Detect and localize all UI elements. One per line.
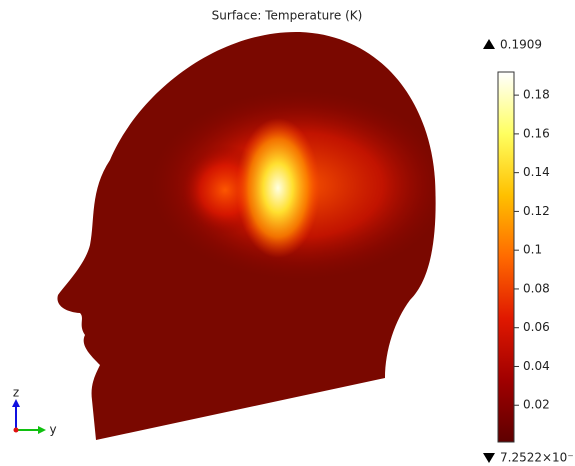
colorbar-tick-label: 0.18	[523, 88, 550, 102]
colorbar-max: 0.1909	[500, 38, 542, 52]
chart: Surface: Temperature (K) 0.1909 7.2522×1…	[0, 0, 575, 466]
colorbar-tick-label: 0.12	[523, 204, 550, 218]
max-marker	[483, 39, 495, 49]
axis-label-z: z	[13, 386, 19, 400]
min-marker	[483, 453, 495, 463]
colorbar	[498, 72, 514, 442]
axis-triad: z y	[12, 386, 57, 437]
colorbar-min: 7.2522×10⁻	[500, 451, 574, 465]
colorbar-tick-label: 0.16	[523, 126, 550, 140]
head-surface	[0, 0, 450, 466]
colorbar-tick-label: 0.02	[523, 398, 550, 412]
colorbar-tick-label: 0.08	[523, 281, 550, 295]
axis-label-y: y	[49, 423, 56, 437]
colorbar-tick-label: 0.14	[523, 165, 550, 179]
colorbar-tick-label: 0.06	[523, 320, 550, 334]
colorbar-tick-label: 0.1	[523, 243, 542, 257]
chart-title: Surface: Temperature (K)	[212, 9, 363, 23]
colorbar-tick-label: 0.04	[523, 359, 550, 373]
